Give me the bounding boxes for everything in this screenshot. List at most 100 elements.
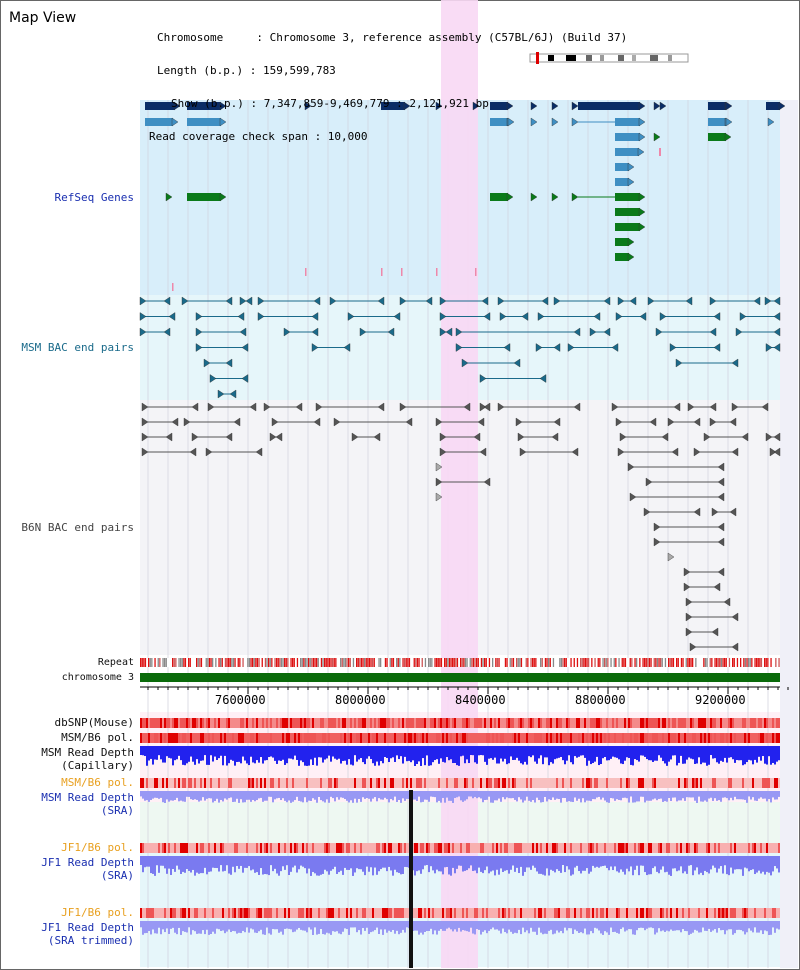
repeat-mark bbox=[189, 658, 191, 667]
jf1-sra-depth-bar bbox=[472, 856, 474, 872]
jf1-sra-depth-bar bbox=[350, 856, 352, 869]
snp-mark bbox=[674, 733, 676, 743]
bac-end-marker bbox=[351, 432, 359, 442]
snp-mark bbox=[172, 733, 174, 743]
snp-mark bbox=[188, 908, 190, 918]
msm-sra-depth-bar bbox=[268, 791, 270, 797]
gene-strand-arrow bbox=[659, 101, 667, 111]
snp-mark bbox=[466, 778, 468, 788]
bac-end-marker bbox=[315, 402, 323, 412]
jf1-sra-depth-bar bbox=[334, 856, 336, 867]
bac-end-marker bbox=[603, 327, 611, 337]
snp-mark bbox=[560, 718, 562, 728]
jf1-sra-depth-bar bbox=[514, 856, 516, 872]
snp-mark bbox=[540, 908, 542, 918]
repeat-mark bbox=[228, 658, 230, 667]
jf1-sra-depth-bar bbox=[250, 856, 252, 871]
jf1-sra-depth-bar bbox=[754, 856, 756, 875]
snp-mark bbox=[360, 733, 362, 743]
msm-capillary-depth-bar bbox=[616, 746, 618, 758]
gene-strand-arrow bbox=[637, 147, 645, 157]
snp-mark bbox=[362, 908, 364, 918]
msm-sra-depth-bar bbox=[236, 791, 238, 799]
snp-mark bbox=[224, 733, 226, 743]
snp-mark bbox=[734, 733, 736, 743]
snp-mark bbox=[516, 733, 518, 743]
snp-mark bbox=[240, 908, 242, 918]
snp-mark bbox=[734, 908, 736, 918]
snp-mark bbox=[556, 908, 558, 918]
snp-mark bbox=[306, 778, 308, 788]
snp-mark bbox=[344, 733, 346, 743]
snp-mark bbox=[296, 718, 298, 728]
jf1-trimmed-depth-bar bbox=[384, 921, 386, 930]
bac-end-marker bbox=[255, 447, 263, 457]
snp-mark bbox=[446, 908, 448, 918]
repeat-mark bbox=[711, 658, 713, 667]
msm-sra-depth-bar bbox=[566, 791, 568, 802]
snp-mark bbox=[544, 908, 546, 918]
msm-sra-depth-bar bbox=[374, 791, 376, 798]
jf1-trimmed-depth-bar bbox=[356, 921, 358, 933]
snp-mark bbox=[520, 843, 522, 853]
bac-end-marker bbox=[141, 432, 149, 442]
msm-capillary-depth-bar bbox=[450, 746, 452, 760]
bac-end-marker bbox=[163, 296, 171, 306]
snp-mark bbox=[162, 778, 164, 788]
bac-end-marker bbox=[313, 417, 321, 427]
jf1-sra-depth-bar bbox=[634, 856, 636, 870]
msm-capillary-depth-bar bbox=[600, 746, 602, 765]
msm-capillary-depth-bar bbox=[678, 746, 680, 763]
repeat-mark bbox=[248, 658, 251, 667]
track-label-jf1-depth-sra-line2: (SRA) bbox=[100, 869, 134, 882]
msm-sra-depth-bar bbox=[350, 791, 352, 801]
repeat-mark bbox=[364, 658, 366, 667]
jf1-trimmed-depth-bar bbox=[344, 921, 346, 929]
bac-end-marker bbox=[617, 296, 625, 306]
snp-mark bbox=[722, 733, 724, 743]
repeat-mark bbox=[344, 658, 347, 667]
msm-sra-depth-bar bbox=[620, 791, 622, 801]
jf1-sra-depth-bar bbox=[602, 856, 604, 867]
msm-sra-depth-bar bbox=[356, 791, 358, 803]
jf1-sra-depth-bar bbox=[732, 856, 734, 874]
snp-mark bbox=[294, 718, 296, 728]
jf1-trimmed-depth-bar bbox=[316, 921, 318, 935]
msm-sra-depth-bar bbox=[206, 791, 208, 799]
snp-mark bbox=[378, 778, 380, 788]
snp-mark bbox=[478, 718, 480, 728]
snp-mark bbox=[654, 718, 656, 728]
snp-mark bbox=[286, 718, 288, 728]
jf1-trimmed-depth-bar bbox=[714, 921, 716, 930]
jf1-sra-depth-bar bbox=[298, 856, 300, 870]
snp-mark bbox=[318, 908, 320, 918]
snp-mark bbox=[304, 718, 306, 728]
jf1-sra-depth-bar bbox=[316, 856, 318, 876]
bac-end-marker bbox=[683, 567, 691, 577]
jf1-sra-depth-bar bbox=[498, 856, 500, 875]
snp-mark bbox=[704, 718, 706, 728]
repeat-mark bbox=[384, 658, 387, 667]
msm-capillary-depth-bar bbox=[214, 746, 216, 757]
jf1-trimmed-depth-bar bbox=[142, 921, 144, 935]
msm-capillary-depth-bar bbox=[518, 746, 520, 761]
repeat-mark bbox=[207, 658, 209, 667]
repeat-mark bbox=[623, 658, 625, 667]
jf1-sra-depth-bar bbox=[542, 856, 544, 875]
repeat-mark bbox=[642, 658, 644, 667]
snp-mark bbox=[220, 843, 222, 853]
snp-mark bbox=[384, 778, 386, 788]
msm-capillary-depth-bar bbox=[296, 746, 298, 760]
snp-mark bbox=[444, 843, 446, 853]
msm-capillary-depth-bar bbox=[694, 746, 696, 764]
snp-mark bbox=[702, 718, 704, 728]
repeat-mark bbox=[757, 658, 759, 667]
jf1-trimmed-depth-bar bbox=[630, 921, 632, 930]
msm-sra-depth-bar bbox=[252, 791, 254, 800]
msm-sra-depth-bar bbox=[682, 791, 684, 799]
jf1-sra-depth-bar bbox=[548, 856, 550, 876]
snp-mark bbox=[466, 718, 468, 728]
gene-block bbox=[490, 118, 508, 126]
msm-sra-depth-bar bbox=[460, 791, 462, 801]
